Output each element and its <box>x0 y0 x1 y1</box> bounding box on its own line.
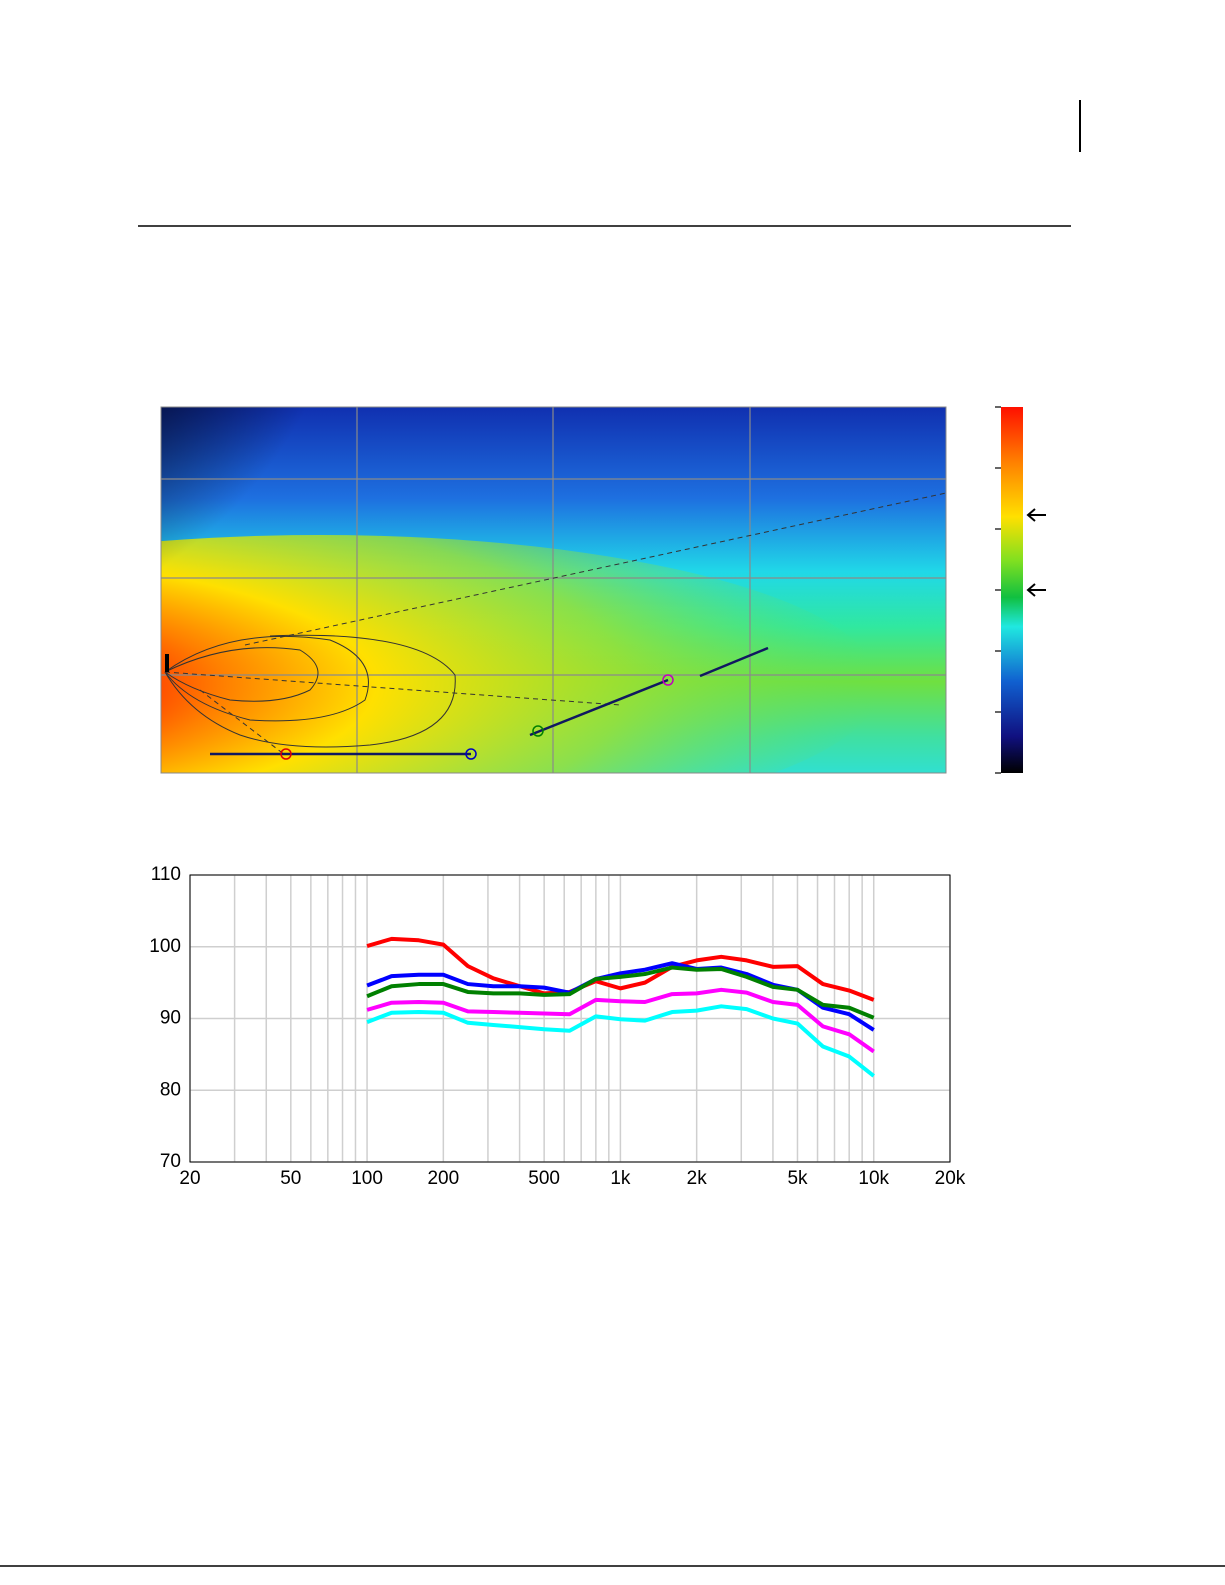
x-tick-label: 10k <box>858 1168 889 1189</box>
plot-frame <box>189 874 951 1163</box>
series-line <box>366 965 875 1020</box>
line-chart: 20 50 100 200 500 1k 2k 5k 10k 20k 70 80 90 100 110 <box>149 864 966 1189</box>
x-tick-label: 2k <box>687 1168 708 1189</box>
y-tick-label: 90 <box>160 1008 181 1029</box>
heatmap <box>161 407 946 773</box>
y-tick-label: 100 <box>149 936 181 957</box>
series-line <box>366 987 875 1054</box>
y-tick-label: 110 <box>151 864 181 885</box>
x-tick-label: 1k <box>610 1168 631 1189</box>
y-tick-label: 70 <box>160 1151 181 1172</box>
x-tick-label: 200 <box>427 1168 459 1189</box>
x-tick-label: 5k <box>787 1168 808 1189</box>
x-tick-label: 50 <box>280 1168 301 1189</box>
x-tick-label: 100 <box>351 1168 383 1189</box>
y-tick-label: 80 <box>160 1079 181 1100</box>
x-tick-label: 500 <box>528 1168 560 1189</box>
x-tick-label: 20 <box>179 1168 200 1189</box>
colorbar <box>995 406 1046 774</box>
series-line <box>366 1004 875 1078</box>
heatmap-frame <box>160 406 947 774</box>
series-line <box>366 936 875 1002</box>
x-tick-label: 20k <box>935 1168 966 1189</box>
